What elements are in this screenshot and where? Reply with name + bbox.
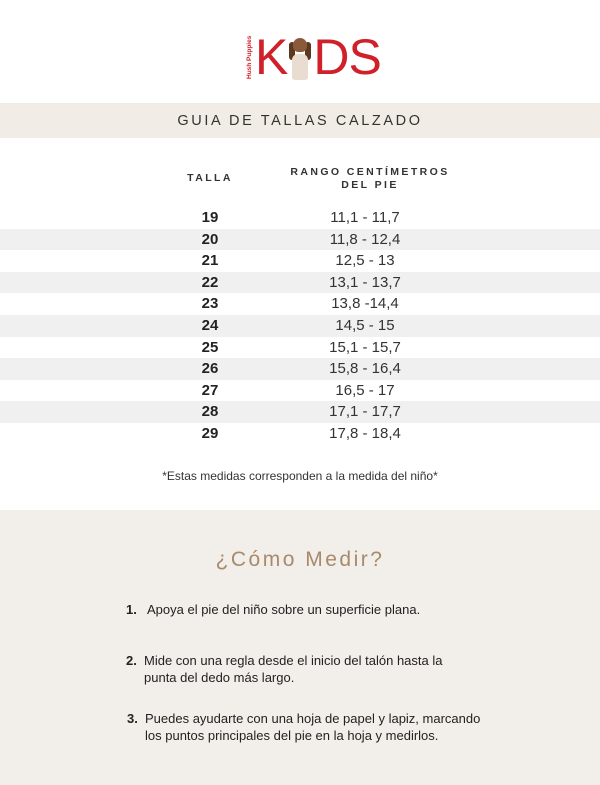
talla-cell: 26 — [201, 360, 219, 378]
rango-cell: 12,5 - 13 — [335, 252, 395, 270]
table-note: *Estas medidas corresponden a la medida … — [162, 469, 438, 483]
rango-cell: 13,8 -14,4 — [331, 295, 399, 313]
column-header-rango: RANGO CENTÍMETROS DEL PIE — [280, 166, 460, 192]
column-header-rango-line1: RANGO CENTÍMETROS — [290, 166, 450, 178]
step-item: 3. Puedes ayudarte con una hoja de papel… — [127, 710, 497, 744]
talla-cell: 24 — [201, 317, 219, 334]
step-number: 2. — [126, 653, 137, 668]
logo-brand-small: Hush Puppies — [246, 35, 253, 79]
section-title: ¿Cómo Medir? — [215, 548, 385, 571]
table-row: 19 11,1 - 11,7 — [0, 207, 600, 229]
kids-logo: Hush Puppies K DS — [246, 28, 382, 85]
step-number: 3. — [127, 711, 138, 726]
step-text: Puedes ayudarte con una hoja de papel y … — [145, 711, 481, 743]
rango-cell: 15,1 - 15,7 — [329, 338, 401, 356]
page-title: GUIA DE TALLAS CALZADO — [0, 103, 600, 138]
talla-cell: 19 — [201, 209, 219, 226]
table-row: 28 17,1 - 17,7 — [0, 401, 600, 423]
table-row: 25 15,1 - 15,7 — [0, 337, 600, 359]
table-row: 26 15,8 - 16,4 — [0, 358, 600, 380]
logo-letters-ds: DS — [313, 29, 381, 85]
table-row: 24 14,5 - 15 — [0, 315, 600, 337]
step-item: 2. Mide con una regla desde el inicio de… — [126, 652, 466, 686]
step-item: 1. Apoya el pie del niño sobre un superf… — [126, 601, 486, 618]
how-to-measure-section: ¿Cómo Medir? 1. Apoya el pie del niño so… — [0, 510, 600, 785]
rango-cell: 14,5 - 15 — [335, 317, 395, 334]
logo-wordmark: K DS — [255, 29, 382, 85]
column-header-rango-line2: DEL PIE — [341, 179, 399, 191]
rango-cell: 11,8 - 12,4 — [329, 230, 401, 248]
table-row: 21 12,5 - 13 — [0, 250, 600, 272]
table-row: 23 13,8 -14,4 — [0, 293, 600, 315]
step-text: Mide con una regla desde el inicio del t… — [144, 653, 443, 685]
talla-cell: 27 — [201, 381, 219, 399]
talla-cell: 28 — [201, 403, 219, 421]
talla-cell: 29 — [201, 425, 219, 442]
step-text: Apoya el pie del niño sobre un superfici… — [147, 602, 421, 617]
talla-cell: 21 — [201, 252, 219, 270]
talla-cell: 25 — [201, 338, 219, 356]
table-row: 20 11,8 - 12,4 — [0, 228, 600, 251]
talla-cell: 23 — [201, 295, 219, 313]
rango-cell: 15,8 - 16,4 — [329, 360, 401, 378]
talla-cell: 20 — [201, 230, 219, 248]
rango-cell: 11,1 - 11,7 — [330, 209, 400, 226]
talla-cell: 22 — [201, 273, 219, 291]
rango-cell: 17,8 - 18,4 — [329, 425, 401, 442]
table-row: 29 17,8 - 18,4 — [0, 423, 600, 445]
rango-cell: 13,1 - 13,7 — [329, 273, 401, 291]
column-header-talla: TALLA — [187, 172, 233, 184]
rango-cell: 16,5 - 17 — [335, 381, 395, 399]
logo-letter-k: K — [255, 29, 288, 85]
rango-cell: 17,1 - 17,7 — [329, 403, 401, 421]
basset-hound-icon — [288, 36, 312, 80]
step-number: 1. — [126, 602, 137, 617]
table-row: 27 16,5 - 17 — [0, 380, 600, 402]
table-row: 22 13,1 - 13,7 — [0, 271, 600, 294]
